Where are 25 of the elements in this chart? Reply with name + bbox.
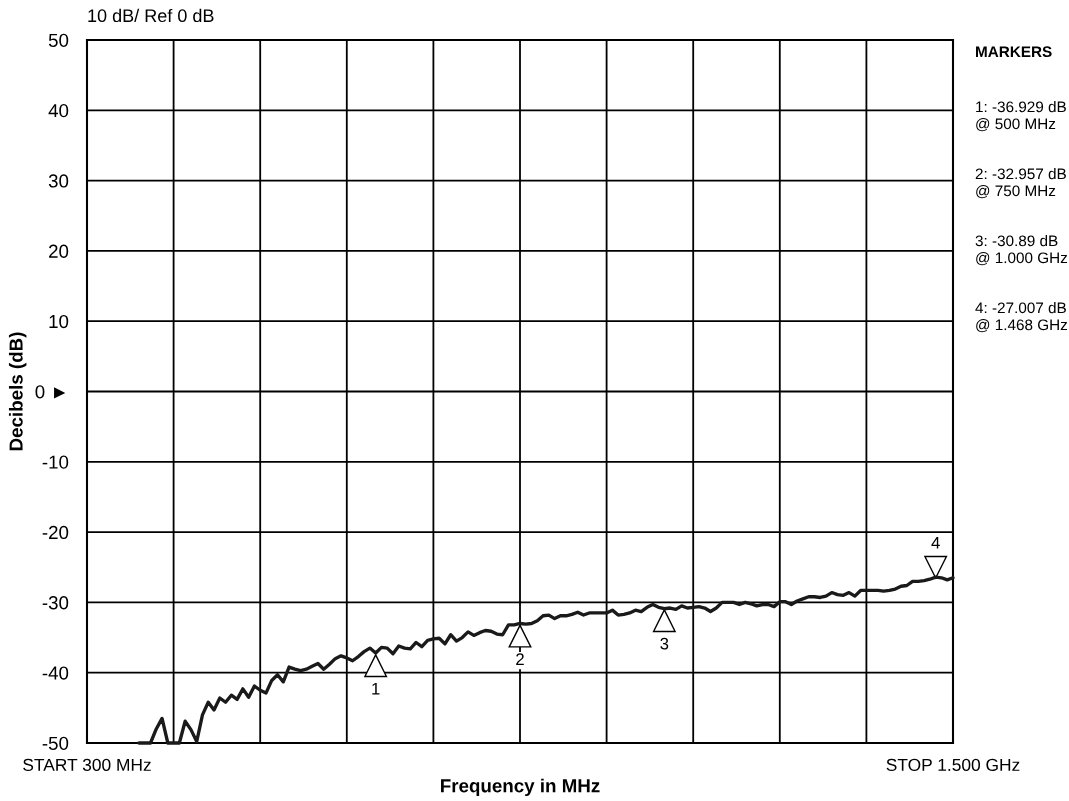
series-label: 2 [516, 653, 524, 665]
y-tick-label: 0 ► [35, 385, 66, 399]
y-tick-label: -10 [42, 455, 69, 469]
text: 2: -32.957 dB @ 750 MHz [975, 168, 1066, 199]
y-tick-label: -50 [42, 736, 69, 750]
x-tick-label: START 300 MHz [23, 758, 151, 772]
y-tick-label: -20 [42, 525, 69, 540]
y-tick-label: 20 [49, 244, 69, 258]
y-tick-label: 30 [48, 174, 69, 188]
chart-title: 10 dB/ Ref 0 dB [88, 8, 214, 23]
text: 1: -36.929 dB @ 500 MHz [976, 101, 1066, 132]
series-label: 1 [372, 682, 380, 695]
y-tick-label: 10 [49, 314, 69, 329]
x-axis-title: Frequency in MHz [441, 778, 600, 797]
text: 3: -30.89 dB @ 1.000 GHz [975, 235, 1068, 266]
series-label: 4 [931, 537, 940, 549]
series-label: 3 [660, 637, 669, 650]
y-axis-title: Decibels (dB) [8, 332, 27, 451]
y-tick-label: -30 [42, 596, 69, 610]
text: MARKERS [976, 46, 1052, 58]
y-tick-label: 40 [48, 104, 69, 118]
y-tick-label: 50 [48, 33, 69, 47]
x-tick-label: STOP 1.500 GHz [886, 758, 1020, 772]
text: 4: -27.007 dB @ 1.468 GHz [975, 302, 1068, 333]
y-tick-label: -40 [42, 666, 69, 680]
